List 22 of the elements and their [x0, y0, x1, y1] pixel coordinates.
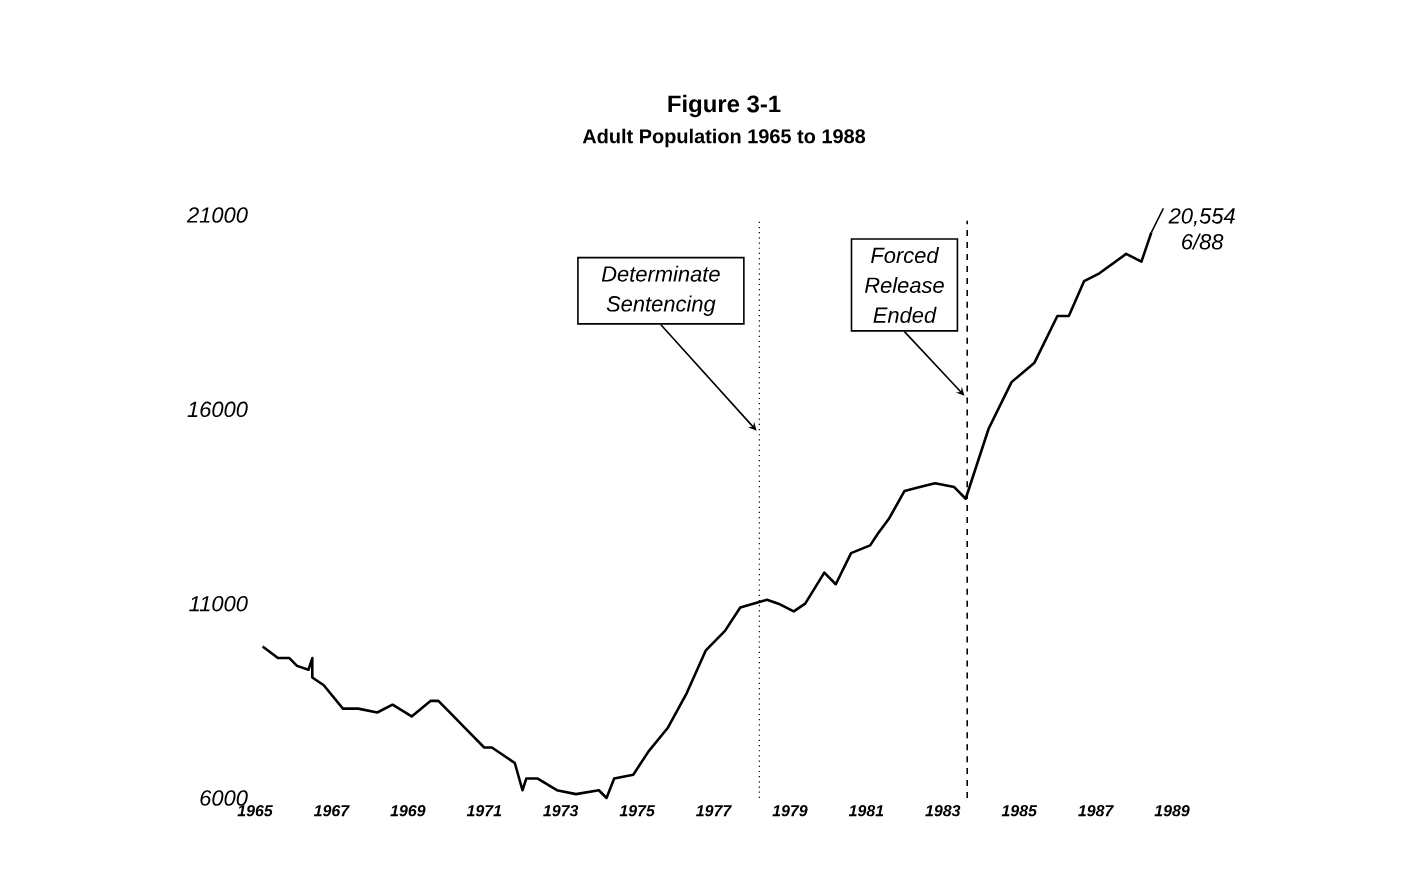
x-tick-label: 1967	[313, 805, 350, 817]
x-tick-label: 1989	[1154, 805, 1190, 817]
x-tick-label: 1965	[237, 805, 273, 817]
y-tick-label: 11000	[189, 595, 248, 612]
ref-line-label: Determinate Sentencing	[601, 265, 720, 316]
x-tick-label: 1981	[848, 805, 884, 817]
x-tick-label: 1971	[466, 805, 502, 817]
x-tick-label: 1969	[390, 805, 426, 817]
y-tick-label: 6000	[200, 790, 248, 806]
y-tick-label: 16000	[187, 401, 248, 418]
chart-subtitle: Adult Population 1965 to 1988	[582, 128, 866, 148]
x-tick-label: 1977	[696, 805, 732, 817]
chart-title: Figure 3-1	[668, 94, 781, 118]
x-tick-label: 1975	[619, 805, 656, 817]
ref-line-label: Forced Release Ended	[864, 247, 944, 323]
x-tick-label: 1985	[1001, 805, 1038, 817]
x-tick-label: 1979	[772, 805, 808, 817]
annotation: 20,554 6/88	[1168, 208, 1235, 250]
y-tick-label: 21000	[186, 207, 248, 223]
x-tick-label: 1973	[543, 805, 579, 817]
x-tick-label: 1987	[1078, 805, 1114, 817]
x-tick-label: 1983	[925, 805, 961, 817]
